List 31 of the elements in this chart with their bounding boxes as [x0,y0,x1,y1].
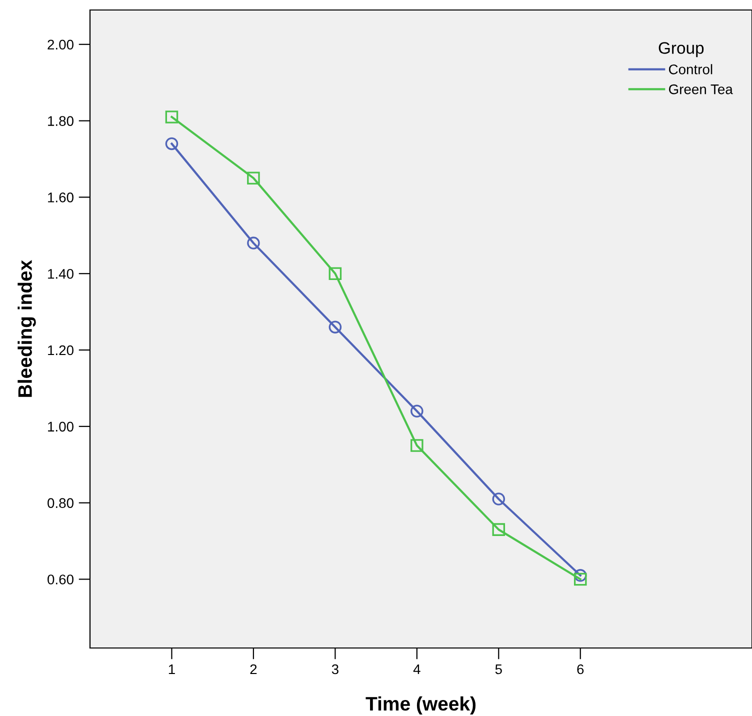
legend-title: Group [658,42,704,58]
x-tick-label: 4 [413,664,420,674]
point [328,320,342,334]
point [574,572,587,586]
point [247,172,260,184]
point [328,267,342,280]
y-tick-label: 0.60 [48,574,74,584]
y-tick-label: 1.60 [48,192,74,202]
point [410,404,424,418]
y-tick-label: 1.80 [48,116,74,126]
x-tick-label: 1 [168,664,175,674]
point [247,236,260,250]
legend-label: Green Tea [668,84,733,94]
point [492,523,506,536]
legend-label: Control [668,64,712,74]
x-tick-label: 5 [495,664,502,674]
x-axis-title: Time (week) [366,696,476,714]
x-tick-label: 3 [332,664,338,674]
y-tick-label: 1.00 [48,422,74,432]
point [165,110,178,124]
point [410,439,424,452]
point [574,569,587,582]
point [165,137,178,150]
y-tick-label: 1.20 [48,345,74,356]
x-tick-label: 6 [577,664,584,674]
y-tick-label: 2.00 [48,40,74,50]
y-tick-label: 1.40 [48,268,74,279]
x-tick-label: 2 [250,664,257,674]
point [492,492,506,506]
y-tick-label: 0.80 [48,498,74,508]
y-axis-title: Bleeding index [18,260,36,397]
